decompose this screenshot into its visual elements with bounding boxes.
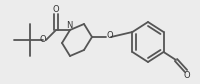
Text: O: O [52,5,59,14]
Text: O: O [183,71,189,80]
Text: O: O [106,32,113,40]
Text: O: O [39,36,46,45]
Text: N: N [65,22,72,30]
